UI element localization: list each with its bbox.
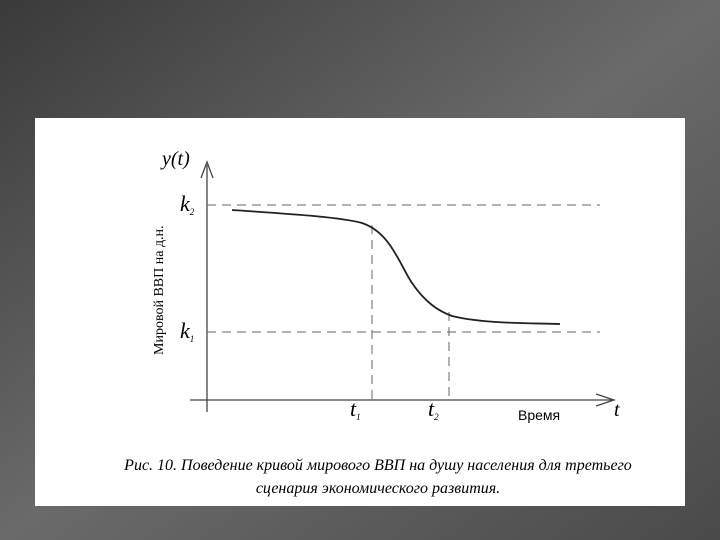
time-sub: 1: [356, 412, 361, 422]
y-arrow: [200, 160, 214, 179]
guides: [207, 204, 600, 400]
caption-line: Рис. 10. Поведение кривой мирового ВВП н…: [123, 457, 632, 474]
y-axis-title: Мировой ВВП на д.н.: [152, 225, 167, 355]
level-sub: 2: [190, 207, 195, 217]
x-axis-title: Время: [518, 407, 560, 423]
level-label: k1: [180, 318, 194, 344]
time-sub: 2: [434, 412, 439, 422]
level-label: k2: [180, 191, 195, 217]
figure-panel: [35, 118, 685, 506]
level-sub: 1: [190, 334, 195, 344]
time-label: t1: [350, 396, 361, 422]
caption-line: сценария экономического развития.: [256, 480, 500, 497]
axes: [190, 160, 617, 412]
level-main: k: [180, 191, 191, 216]
y-axis-label: y(t): [160, 148, 190, 170]
time-main: t: [428, 396, 435, 421]
time-label: t2: [428, 396, 439, 422]
time-main: t: [350, 396, 357, 421]
x-arrow: [595, 393, 617, 407]
curve: [231, 209, 561, 325]
level-main: k: [180, 318, 191, 343]
x-axis-label: t: [614, 399, 620, 421]
